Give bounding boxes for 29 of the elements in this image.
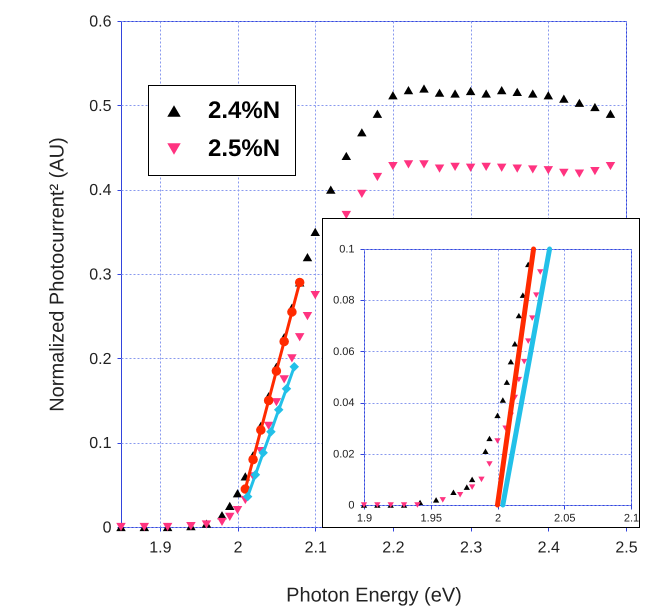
x-tick-label: 2 [494,512,502,524]
x-tick-label: 2.3 [460,540,482,556]
x-tick-label: 2.4 [538,540,560,556]
y-tick-label: 0.4 [89,182,112,200]
y-tick-label: 0.5 [89,98,112,115]
x-tick-label: 2.05 [554,512,576,524]
y-tick-label: 0.1 [89,435,112,452]
legend-label: 2.4%N [208,97,280,124]
x-tick-label: 2.1 [304,540,327,556]
y-tick-label: 0 [348,500,354,512]
x-tick-label: 1.95 [420,512,442,524]
y-tick-label: 0.2 [89,350,112,368]
y-tick-label: 0.08 [333,294,354,307]
x-tick-label: 1.9 [149,540,172,556]
x-tick-label: 2.1 [624,512,640,524]
y-tick-label: 0.3 [89,266,112,284]
y-axis-title: Normalized Photocurrent² (AU) [46,137,68,412]
y-tick-label: 0.6 [89,14,112,30]
x-tick-label: 2.5 [615,540,638,556]
x-tick-label: 2 [234,540,243,556]
y-tick-label: 0.06 [333,346,354,358]
x-tick-label: 2.2 [382,540,405,556]
y-tick-label: 0.04 [333,397,354,410]
y-tick-label: 0 [102,520,112,536]
x-tick-label: 1.9 [356,512,372,524]
y-tick-label: 0.1 [339,244,354,256]
x-axis-title: Photon Energy (eV) [286,584,462,606]
legend-label: 2.5%N [208,135,280,162]
y-tick-label: 0.02 [333,448,354,460]
